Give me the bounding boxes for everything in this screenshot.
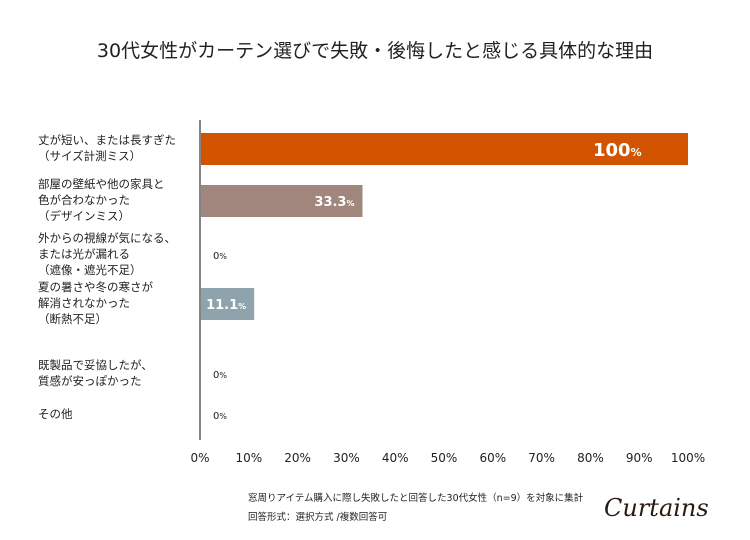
category-label: 夏の暑さや冬の寒さが 解消されなかった （断熱不足）: [38, 280, 153, 326]
data-label: 33.3%: [314, 195, 354, 210]
x-tick-label: 50%: [431, 451, 458, 465]
category-label: 部屋の壁紙や他の家具と 色が合わなかった （デザインミス）: [38, 177, 165, 223]
x-tick-label: 20%: [284, 451, 311, 465]
data-label: 0%: [213, 411, 227, 422]
bar: [201, 133, 688, 165]
footnote-sample: 窓周りアイテム購入に際し失敗したと回答した30代女性（n=9）を対象に集計: [248, 493, 584, 504]
x-tick-label: 70%: [528, 451, 555, 465]
x-tick-label: 30%: [333, 451, 360, 465]
x-tick-label: 40%: [382, 451, 409, 465]
x-tick-label: 100%: [671, 451, 705, 465]
data-label: 0%: [213, 251, 227, 262]
bar: [201, 288, 255, 320]
category-label: その他: [38, 407, 73, 421]
chart-title: 30代女性がカーテン選びで失敗・後悔したと感じる具体的な理由: [96, 40, 654, 62]
data-label: 100%: [593, 140, 642, 161]
x-tick-label: 0%: [190, 451, 209, 465]
x-tick-label: 60%: [479, 451, 506, 465]
footnote-format: 回答形式：選択方式 /複数回答可: [248, 512, 388, 523]
curtains-logo: Curtains: [604, 494, 709, 522]
x-tick-label: 10%: [235, 451, 262, 465]
data-label: 11.1%: [206, 298, 246, 313]
category-label: 既製品で妥協したが、 質感が安っぽかった: [38, 358, 153, 388]
bar: [201, 185, 363, 217]
x-tick-label: 80%: [577, 451, 604, 465]
category-label: 丈が短い、または長すぎた （サイズ計測ミス）: [38, 133, 176, 163]
x-tick-label: 90%: [626, 451, 653, 465]
data-label: 0%: [213, 370, 227, 381]
category-label: 外からの視線が気になる、 または光が漏れる （遮像・遮光不足）: [38, 231, 176, 277]
